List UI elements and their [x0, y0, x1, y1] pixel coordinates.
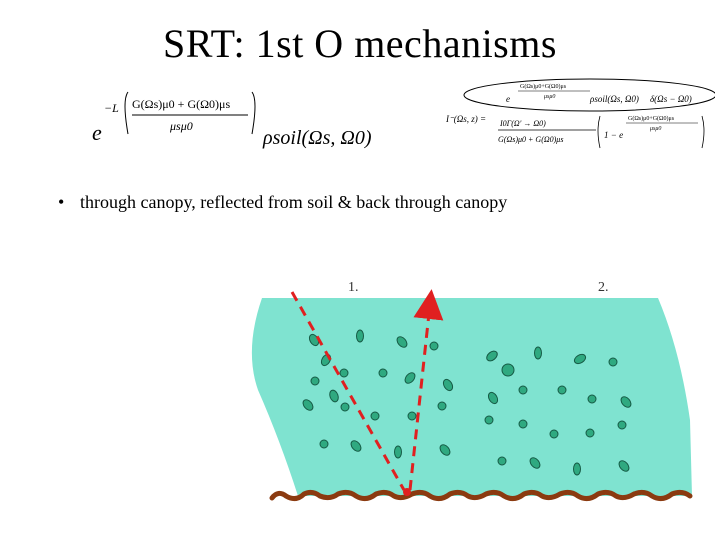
svg-text:G(Ωs)μ0+G(Ω0)μs: G(Ωs)μ0+G(Ω0)μs [628, 115, 675, 122]
leaf [396, 336, 408, 348]
leaf [339, 368, 349, 378]
slide-title: SRT: 1st O mechanisms [163, 21, 557, 66]
leaf [620, 396, 632, 408]
leaf [573, 462, 581, 476]
leaf [518, 419, 528, 429]
soil-surface [269, 489, 693, 502]
eq-paren-left [124, 91, 129, 135]
leaf [501, 363, 515, 377]
leaf [549, 429, 559, 439]
ray-label-2: 2. [598, 280, 609, 295]
ray-label-1: 1. [348, 280, 359, 295]
reflection-point [403, 488, 411, 496]
eq-right-numerator: I0Γ(Ω' → Ω0) [499, 119, 546, 128]
leaf [617, 420, 627, 430]
eq-base: e [92, 120, 102, 145]
svg-text:G(Ωs)μ0+G(Ω0)μs: G(Ωs)μ0+G(Ω0)μs [520, 83, 567, 90]
leaf [394, 445, 402, 459]
eq-numerator: G(Ωs)μ0 + G(Ω0)μs [132, 97, 230, 111]
leaf [439, 444, 451, 456]
leaf [407, 411, 417, 421]
eq-right-lhs: I⁻(Ωs, z) = [445, 114, 486, 124]
leaf [356, 329, 364, 343]
leaf [518, 385, 528, 395]
eq-right-rho: ρsoil(Ωs, Ω0) [589, 94, 639, 104]
eq-right-delta: δ(Ωs − Ω0) [650, 94, 692, 104]
bullet-marker: • [58, 192, 65, 212]
leaf [370, 411, 380, 421]
highlight-ellipse [463, 78, 715, 112]
leaf [487, 391, 499, 405]
reflected-ray [408, 289, 444, 491]
equation-left: e −L G(Ωs)μ0 + G(Ω0)μs μsμ0 ρsoil(Ωs, Ω0… [92, 91, 372, 149]
leaf [534, 346, 542, 360]
eq-right-bracket: 1 − e [604, 130, 623, 140]
leaf [608, 357, 618, 367]
leaf [329, 389, 339, 403]
leaf [319, 439, 329, 449]
leaf [302, 399, 314, 411]
leaf [340, 402, 350, 412]
leaf [497, 456, 507, 466]
eq-right-denominator: G(Ωs)μ0 + G(Ω0)μs [498, 135, 563, 144]
leaf [587, 394, 597, 404]
leaf [484, 415, 494, 425]
leaves [302, 329, 632, 476]
reflected-arrowhead [424, 296, 436, 306]
canopy-region [251, 298, 692, 496]
equation-right: e G(Ωs)μ0+G(Ω0)μs μsμ0 ρsoil(Ωs, Ω0) δ(Ω… [445, 78, 715, 149]
leaf [378, 368, 388, 378]
leaf [618, 460, 630, 472]
leaf [442, 378, 454, 392]
leaf [310, 376, 320, 386]
leaf [404, 372, 416, 384]
eq-denominator: μsμ0 [169, 119, 193, 133]
bullet-item: • through canopy, reflected from soil & b… [58, 192, 507, 213]
eq-rho-soil: ρsoil(Ωs, Ω0) [262, 127, 372, 149]
leaf [429, 341, 439, 351]
svg-text:μsμ0: μsμ0 [650, 126, 661, 132]
leaf [486, 350, 498, 362]
leaf [557, 385, 567, 395]
leaf [585, 428, 595, 438]
leaf [529, 457, 541, 469]
eq-paren-right [251, 91, 256, 135]
leaf [350, 440, 362, 452]
incident-ray [290, 291, 406, 491]
svg-text:e: e [506, 94, 510, 104]
leaf [573, 353, 587, 365]
eq-exponent-sign: −L [104, 101, 119, 115]
leaf [437, 401, 447, 411]
bullet-text: through canopy, reflected from soil & ba… [80, 192, 508, 212]
canopy-diagram: 1. 2. [251, 280, 693, 502]
svg-text:μsμ0: μsμ0 [544, 94, 555, 100]
